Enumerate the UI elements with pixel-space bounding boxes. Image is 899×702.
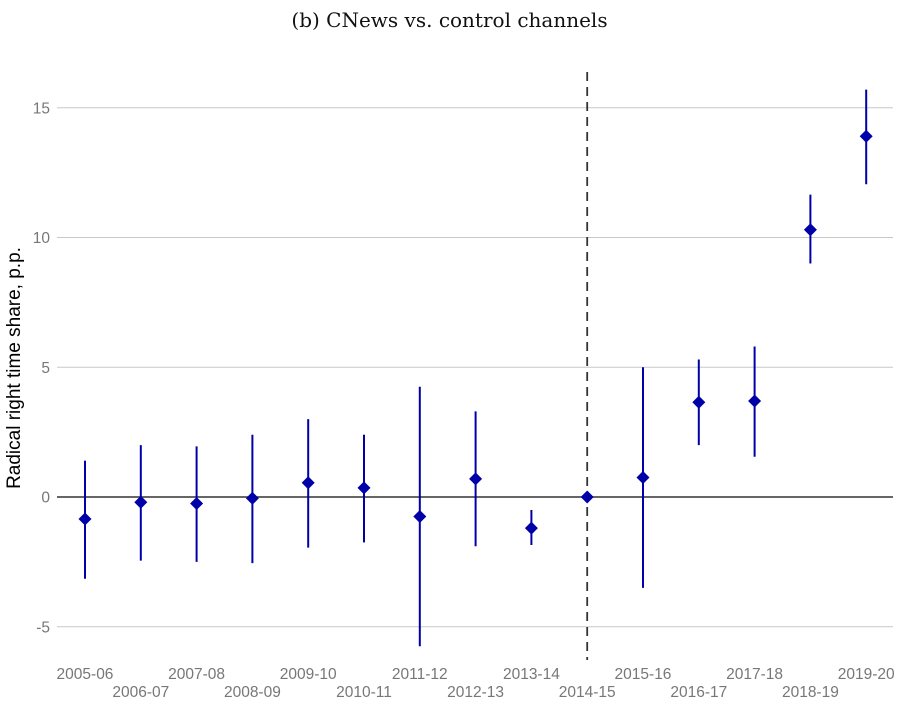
chart-title: (b) CNews vs. control channels	[291, 8, 608, 32]
x-tick-label: 2019-20	[838, 666, 895, 683]
x-tick-label: 2016-17	[670, 684, 727, 701]
x-tick-label: 2018-19	[782, 684, 839, 701]
x-tick-label: 2007-08	[168, 666, 225, 683]
data-point	[245, 491, 259, 505]
x-tick-label: 2010-11	[336, 684, 392, 701]
y-tick-label: 10	[33, 230, 51, 247]
data-point	[636, 471, 650, 485]
data-layer	[78, 89, 873, 647]
grid-lines	[57, 107, 893, 628]
data-point	[803, 223, 817, 237]
data-point	[524, 521, 538, 535]
data-point	[413, 509, 427, 523]
data-point	[580, 490, 594, 504]
data-point	[134, 495, 148, 509]
data-point	[469, 472, 483, 486]
data-point	[78, 512, 92, 526]
x-tick-label: 2011-12	[392, 666, 448, 683]
x-tick-label: 2009-10	[280, 666, 337, 683]
data-point	[692, 395, 706, 409]
x-tick-label: 2008-09	[224, 684, 281, 701]
x-tick-label: 2015-16	[615, 666, 672, 683]
data-point	[357, 481, 371, 495]
y-axis-title: Radical right time share, p.p.	[4, 247, 25, 489]
data-point	[748, 394, 762, 408]
y-tick-label: 15	[33, 100, 50, 117]
y-tick-label: 5	[41, 360, 50, 377]
y-tick-label: -5	[36, 619, 50, 636]
x-tick-label: 2014-15	[559, 684, 616, 701]
x-tick-label: 2017-18	[726, 666, 783, 683]
x-tick-label: 2012-13	[447, 684, 504, 701]
x-tick-label: 2005-06	[57, 666, 114, 683]
y-axis-ticks: -5 0 5 10 15	[33, 100, 51, 636]
x-tick-label: 2013-14	[503, 666, 560, 683]
x-tick-label: 2006-07	[112, 684, 169, 701]
data-point	[190, 496, 204, 510]
x-axis-ticks: 2005-062006-072007-082008-092009-102010-…	[57, 666, 895, 701]
data-point	[859, 129, 873, 143]
y-tick-label: 0	[41, 490, 50, 507]
data-point	[301, 476, 315, 490]
